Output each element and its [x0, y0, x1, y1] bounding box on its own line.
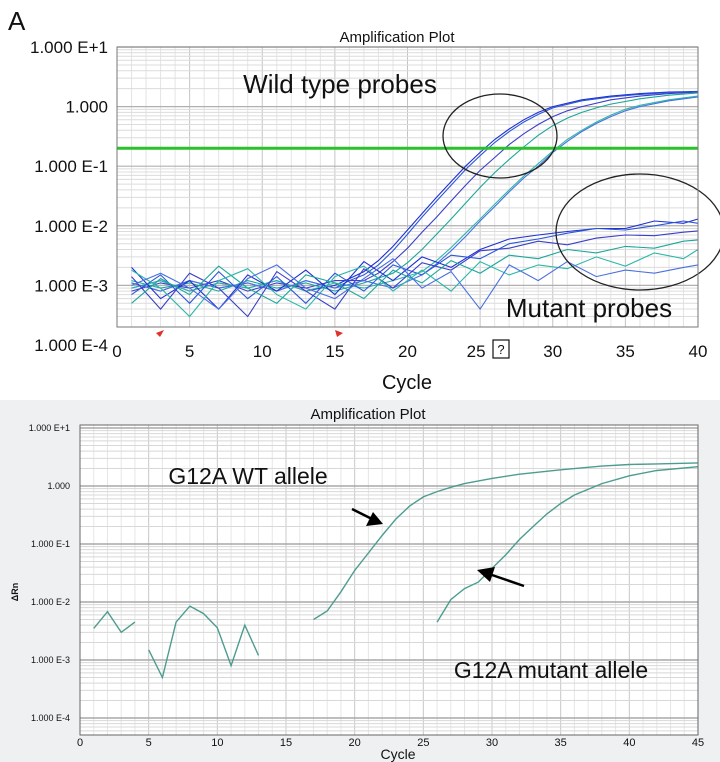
wild-type-probe-curve	[131, 95, 699, 292]
bottom-x-tick-label: 5	[146, 737, 152, 749]
bottom-y-axis-label: ΔRn	[10, 583, 20, 601]
bottom-grid	[79, 425, 699, 735]
bottom-x-tick-label: 35	[555, 737, 567, 749]
top-y-tick-label: 1.000 E-1	[34, 157, 108, 176]
mutant-probe-curve	[131, 230, 699, 318]
bottom-y-tick-label: 1.000	[47, 481, 70, 491]
top-x-tick-label: 30	[543, 342, 562, 361]
wt-allele-arrow	[351, 507, 383, 526]
bottom-x-tick-labels: 0 5 10 15 20 25 30 35 40 45	[77, 737, 704, 749]
bottom-y-tick-label: 1.000 E-4	[31, 713, 70, 723]
top-x-tick-label: 40	[689, 342, 708, 361]
top-plot-frame	[116, 46, 699, 328]
top-x-tick-label: 10	[253, 342, 272, 361]
top-y-tick-label: 1.000 E-3	[34, 276, 108, 295]
missing-glyph: ?	[497, 342, 504, 357]
mutant-probe-curve	[131, 257, 699, 311]
mutant-probe-curve	[131, 249, 699, 318]
wild-type-label: Wild type probes	[243, 69, 437, 99]
top-y-tick-label: 1.000 E-4	[34, 336, 108, 355]
bottom-y-tick-label: 1.000 E+1	[29, 423, 70, 433]
top-y-tick-labels: 1.000 E+1 1.000 1.000 E-1 1.000 E-2 1.000 E-…	[30, 38, 108, 355]
bottom-x-tick-label: 10	[211, 737, 223, 749]
x-marker-right	[335, 330, 343, 337]
top-chart-title: Amplification Plot	[339, 29, 455, 46]
wild-type-circle	[442, 93, 558, 179]
bottom-x-tick-label: 20	[349, 737, 361, 749]
bottom-y-tick-labels: 1.000 E+1 1.000 1.000 E-1 1.000 E-2 1.000 E-…	[29, 423, 70, 723]
top-x-tick-label: 15	[325, 342, 344, 361]
wt-allele-curve	[148, 605, 260, 680]
bottom-plot-frame	[79, 424, 699, 736]
bottom-chart-title: Amplification Plot	[310, 406, 426, 423]
mutant-probe-curve	[131, 239, 699, 304]
mutant-allele-curve	[436, 466, 699, 623]
panel-label: A	[8, 6, 26, 36]
mutant-label: Mutant probes	[506, 293, 672, 323]
bottom-x-tick-label: 40	[623, 737, 635, 749]
bottom-x-tick-label: 0	[77, 737, 83, 749]
bottom-x-tick-label: 30	[486, 737, 498, 749]
top-x-tick-label: 20	[398, 342, 417, 361]
bottom-x-tick-label: 45	[692, 737, 704, 749]
top-x-tick-label: 35	[616, 342, 635, 361]
top-x-tick-label: 25	[467, 342, 486, 361]
top-y-tick-label: 1.000 E-2	[34, 217, 108, 236]
wt-allele-curve	[93, 610, 136, 634]
mutant-allele-arrow	[477, 567, 525, 588]
top-y-tick-label: 1.000 E+1	[30, 38, 108, 57]
wt-allele-curve	[313, 462, 699, 621]
bottom-x-tick-label: 15	[280, 737, 292, 749]
wt-allele-label: G12A WT allele	[168, 463, 327, 489]
missing-glyph-box	[492, 339, 510, 359]
x-marker-left	[156, 330, 164, 337]
bottom-x-tick-label: 25	[417, 737, 429, 749]
bottom-x-axis-label: Cycle	[380, 746, 415, 762]
bottom-y-tick-label: 1.000 E-2	[31, 597, 70, 607]
top-x-axis-label: Cycle	[382, 372, 432, 394]
top-x-tick-label: 5	[185, 342, 194, 361]
bottom-y-tick-label: 1.000 E-1	[31, 539, 70, 549]
mutant-probe-curve	[131, 220, 699, 305]
top-x-tick-label: 0	[112, 342, 121, 361]
mutant-allele-label: G12A mutant allele	[454, 657, 648, 683]
top-y-tick-label: 1.000	[65, 98, 108, 117]
top-x-tick-labels: 0 5 10 15 20 25 30 35 40	[112, 342, 707, 361]
top-series	[131, 90, 699, 318]
bottom-series	[93, 462, 699, 680]
bottom-y-tick-label: 1.000 E-3	[31, 655, 70, 665]
mutant-circle	[555, 173, 720, 291]
